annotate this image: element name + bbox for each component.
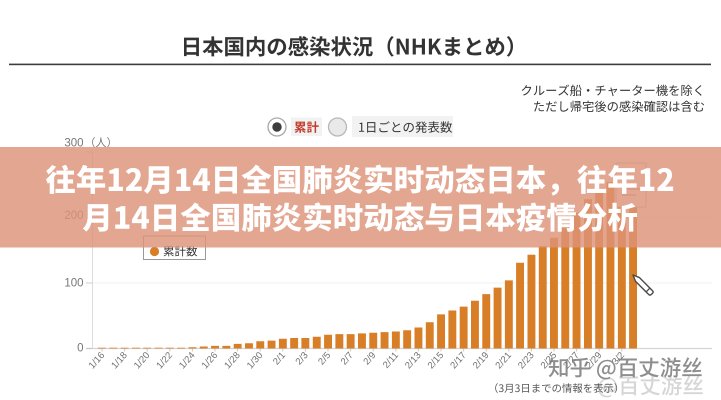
svg-text:1/18: 1/18	[109, 350, 130, 371]
svg-text:1/24: 1/24	[177, 350, 198, 371]
svg-text:2/11: 2/11	[381, 350, 401, 371]
svg-text:2/17: 2/17	[448, 350, 469, 371]
svg-text:2/3: 2/3	[294, 350, 311, 367]
svg-text:2/5: 2/5	[316, 350, 333, 367]
svg-text:2/7: 2/7	[339, 350, 356, 367]
svg-text:100: 100	[64, 278, 83, 290]
svg-text:1/26: 1/26	[200, 350, 221, 371]
svg-text:1/22: 1/22	[154, 350, 175, 371]
svg-text:1/30: 1/30	[245, 350, 266, 371]
svg-text:2/1: 2/1	[271, 350, 288, 367]
svg-text:1/16: 1/16	[87, 350, 108, 371]
svg-text:2/21: 2/21	[493, 350, 514, 371]
svg-text:1/20: 1/20	[132, 350, 153, 371]
svg-text:1/28: 1/28	[222, 350, 243, 371]
svg-text:2/13: 2/13	[403, 350, 424, 371]
svg-text:2/9: 2/9	[361, 350, 378, 367]
svg-text:0: 0	[77, 343, 83, 355]
svg-text:300: 300	[64, 138, 83, 150]
svg-text:2/19: 2/19	[471, 350, 492, 371]
svg-text:2/23: 2/23	[516, 350, 537, 371]
svg-text:2/15: 2/15	[426, 350, 447, 371]
